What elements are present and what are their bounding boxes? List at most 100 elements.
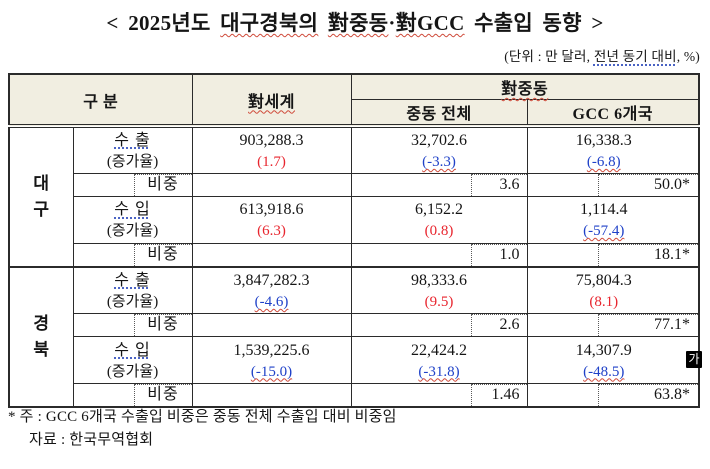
cell-daegu-export-me: 32,702.6 (-3.3): [350, 125, 528, 174]
value: 16,338.3: [575, 131, 632, 149]
import-label: 수 입: [114, 341, 151, 359]
share-label: 비중: [133, 384, 192, 406]
growth-rate: (9.5): [424, 293, 454, 310]
title-part: [318, 11, 328, 35]
value: 14,307.9: [575, 341, 632, 359]
growth-rate: (-57.4): [583, 223, 625, 239]
title-part: 對GCC: [395, 11, 465, 35]
value: 75,804.3: [575, 271, 632, 289]
growth-rate: (-4.6): [254, 293, 289, 310]
share-value: 3.6: [470, 173, 527, 196]
export-label: 수 출: [114, 271, 151, 289]
cell-daegu-import-gcc-share: 18.1*: [526, 242, 700, 268]
value: 22,424.2: [411, 341, 468, 359]
row-label-gyeongbuk-export: 수 출 (증가율): [72, 266, 193, 314]
row-label-daegu-import: 수 입 (증가율): [72, 195, 193, 244]
unit-note-text: (단위 : 만 달러,: [504, 49, 594, 64]
value: 98,333.6: [411, 271, 468, 289]
value: 613,918.6: [239, 201, 304, 218]
share-label: 비중: [133, 243, 192, 266]
share-label-cell: 비중: [72, 242, 193, 268]
growth-label: (증가율): [106, 363, 159, 380]
region-gyeongbuk: 경북: [8, 265, 74, 408]
cell-gyeongbuk-import-gcc-share: 63.8*: [526, 383, 700, 408]
share-value: 77.1*: [598, 314, 699, 336]
cell-daegu-import-world: 613,918.6 (6.3): [191, 195, 352, 244]
cell-gyeongbuk-export-me-share: 2.6: [350, 313, 528, 337]
unit-note-text: , %): [676, 49, 700, 64]
cell-gyeongbuk-import-world-share: [191, 383, 352, 408]
cell-gyeongbuk-import-me: 22,424.2 (-31.8): [350, 336, 528, 384]
footnote-note: * 주 : GCC 6개국 수출입 비중은 중동 전체 수출입 대비 비중임: [8, 409, 397, 425]
cell-gyeongbuk-import-me-share: 1.46: [350, 383, 528, 408]
value: 3,847,282.3: [233, 271, 310, 289]
header-world-label: 對세계: [248, 93, 295, 111]
header-me-total: 중동 전체: [350, 99, 528, 128]
trade-table: 구 분 對세계 對중동 중동 전체 GCC 6개국 대구 수 출 (증가율) 9…: [8, 73, 701, 408]
row-label-daegu-export: 수 출 (증가율): [72, 125, 193, 174]
title-part: 수출입 동향 >: [464, 11, 604, 35]
share-label-cell: 비중: [72, 313, 193, 337]
value: 1,114.4: [580, 201, 628, 218]
share-value: 2.6: [470, 314, 527, 336]
header-world: 對세계: [191, 73, 352, 128]
footnotes: * 주 : GCC 6개국 수출입 비중은 중동 전체 수출입 대비 비중임 자…: [8, 406, 397, 452]
share-label-cell: 비중: [72, 383, 193, 408]
cell-gyeongbuk-import-gcc: 14,307.9 (-48.5): [526, 336, 700, 384]
row-label-gyeongbuk-import: 수 입 (증가율): [72, 336, 193, 384]
region-daegu: 대구: [8, 125, 74, 267]
share-label: 비중: [133, 173, 192, 196]
growth-rate: (1.7): [257, 153, 286, 170]
share-label: 비중: [133, 314, 192, 336]
growth-rate: (0.8): [424, 223, 454, 239]
share-label-cell: 비중: [72, 172, 193, 197]
cell-gyeongbuk-export-me: 98,333.6 (9.5): [350, 266, 528, 314]
growth-rate: (-48.5): [583, 363, 625, 380]
header-gcc: GCC 6개국: [526, 99, 700, 128]
cell-daegu-import-me: 6,152.2 (0.8): [350, 195, 528, 244]
cell-daegu-export-world: 903,288.3 (1.7): [191, 125, 352, 174]
title-part: < 2025년도: [106, 11, 221, 35]
cell-gyeongbuk-import-world: 1,539,225.6 (-15.0): [191, 336, 352, 384]
title-part: 對중동: [327, 11, 389, 35]
growth-label: (증가율): [106, 223, 159, 239]
header-middle-east: 對중동: [350, 73, 700, 100]
value: 1,539,225.6: [233, 341, 310, 359]
value: 32,702.6: [411, 131, 468, 149]
export-label: 수 출: [114, 131, 151, 149]
region-daegu-label: 대구: [33, 173, 50, 219]
document-title: < 2025년도 대구경북의 對중동·對GCC 수출입 동향 >: [0, 7, 710, 37]
cell-gyeongbuk-export-gcc-share: 77.1*: [526, 313, 700, 337]
cell-daegu-export-world-share: [191, 172, 352, 197]
growth-rate: (-6.8): [586, 153, 621, 170]
cell-daegu-export-gcc-share: 50.0*: [526, 172, 700, 197]
header-gubun: 구 분: [8, 73, 193, 128]
title-part: 대구경북의: [220, 11, 319, 35]
unit-note-text: 전년 동기 대비: [593, 49, 677, 64]
growth-rate: (-31.8): [418, 363, 460, 380]
share-value: 18.1*: [598, 243, 699, 266]
unit-note: (단위 : 만 달러, 전년 동기 대비, %): [504, 45, 700, 65]
region-gyeongbuk-label: 경북: [33, 313, 50, 359]
import-label: 수 입: [114, 201, 151, 218]
cell-daegu-import-me-share: 1.0: [350, 242, 528, 268]
share-value: 1.0: [470, 243, 527, 266]
ime-mode-indicator: 가: [686, 351, 702, 368]
share-value: 1.46: [470, 384, 527, 406]
title-part: ·: [388, 11, 396, 35]
footnote-source: 자료 : 한국무역협회: [29, 432, 154, 448]
growth-rate: (8.1): [589, 293, 619, 310]
growth-rate: (-15.0): [250, 363, 293, 380]
cell-gyeongbuk-export-gcc: 75,804.3 (8.1): [526, 266, 700, 314]
cell-daegu-export-me-share: 3.6: [350, 172, 528, 197]
share-value: 50.0*: [598, 173, 699, 196]
share-value: 63.8*: [598, 384, 699, 406]
cell-daegu-import-world-share: [191, 242, 352, 268]
cell-gyeongbuk-export-world: 3,847,282.3 (-4.6): [191, 266, 352, 314]
growth-rate: (-3.3): [422, 153, 456, 170]
cell-daegu-export-gcc: 16,338.3 (-6.8): [526, 125, 700, 174]
value: 6,152.2: [415, 201, 464, 218]
value: 903,288.3: [239, 131, 304, 149]
growth-label: (증가율): [106, 293, 159, 310]
